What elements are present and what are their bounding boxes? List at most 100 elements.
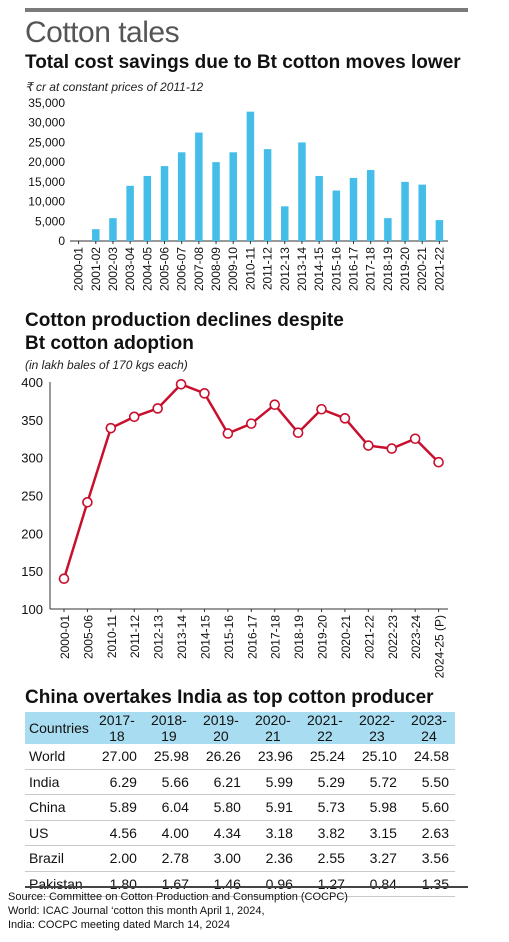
data-point: [386, 443, 398, 454]
bar: [298, 142, 306, 241]
production-value: 5.60: [402, 794, 455, 821]
production-value: 3.18: [246, 820, 299, 846]
x-tick-label: 2020-21: [339, 615, 353, 659]
y-tick-label: 350: [21, 413, 43, 428]
production-value: 23.96: [246, 744, 299, 770]
top-rule: [25, 8, 468, 12]
production-value: 3.15: [350, 820, 403, 846]
bar: [92, 229, 100, 241]
x-tick-label: 2019-20: [316, 615, 330, 659]
table-row: India 6.29 5.66 6.21 5.99 5.29 5.72 5.50: [25, 769, 455, 795]
bar-chart-title: Total cost savings due to Bt cotton move…: [25, 52, 461, 73]
line-chart-title-line1: Cotton production declines despite: [25, 310, 344, 331]
x-tick-label: 2005-06: [158, 247, 172, 291]
y-tick-label: 10,000: [28, 195, 65, 209]
table-row: China 5.89 6.04 5.80 5.91 5.73 5.98 5.60: [25, 794, 455, 821]
production-value: 3.00: [194, 845, 247, 872]
x-tick-label: 2002-03: [106, 247, 120, 291]
page-title: Cotton tales: [25, 16, 180, 49]
bar: [195, 132, 203, 241]
data-point: [105, 422, 117, 434]
production-value: 25.10: [350, 744, 403, 770]
x-tick-label: 2016-17: [347, 247, 361, 291]
production-value: 2.00: [90, 845, 143, 872]
bar-chart: 0 5,000 10,000 15,000 20,000 25,000 30,000 35,0…: [28, 96, 448, 291]
data-point: [82, 497, 93, 508]
x-tick-label: 2024-25 (P): [433, 615, 447, 678]
column-header: 2022-23: [350, 712, 403, 744]
x-tick-label: 2005-06: [81, 615, 95, 659]
x-tick-label: 2017-18: [364, 247, 378, 291]
column-header: Countries: [25, 712, 91, 744]
data-point: [339, 413, 351, 424]
country-name: India: [25, 769, 91, 795]
production-value: 5.72: [350, 769, 403, 795]
x-tick-label: 2023-24: [409, 615, 423, 659]
production-value: 6.04: [142, 794, 195, 821]
source-line-1: Source: Committee on Cotton Production a…: [8, 891, 348, 903]
x-tick-label: 2000-01: [72, 247, 86, 291]
bar: [109, 218, 117, 241]
bar: [332, 190, 341, 241]
x-tick-label: 2017-18: [269, 615, 283, 659]
production-value: 5.66: [142, 769, 195, 795]
data-point: [245, 418, 257, 429]
production-value: 25.98: [142, 744, 195, 770]
y-tick-label: 150: [21, 564, 43, 579]
production-value: 3.82: [298, 820, 351, 846]
y-tick-label: 30,000: [28, 116, 65, 130]
x-tick-label: 2013-14: [295, 247, 309, 291]
y-tick-label: 0: [58, 234, 65, 248]
bar: [315, 175, 323, 241]
country-name: Brazil: [25, 845, 91, 872]
x-tick-label: 2006-07: [175, 247, 189, 291]
source-line-3: India: COCPC meeting dated March 14, 202…: [8, 919, 230, 931]
x-tick-label: 2018-19: [292, 615, 306, 659]
production-value: 6.21: [194, 769, 247, 795]
bar: [263, 149, 272, 241]
production-value: 2.78: [142, 845, 195, 872]
y-tick-label: 15,000: [28, 175, 65, 189]
x-tick-label: 2013-14: [175, 615, 189, 659]
production-value: 27.00: [90, 744, 143, 770]
country-name: US: [25, 820, 91, 846]
production-value: 2.36: [246, 845, 299, 872]
y-tick-label: 300: [21, 451, 43, 466]
production-value: 2.63: [402, 820, 455, 846]
data-point: [128, 411, 140, 423]
column-header: 2021-22: [298, 712, 351, 744]
x-tick-label: 2004-05: [140, 247, 154, 291]
y-tick-label: 5,000: [35, 214, 65, 228]
bar: [177, 152, 186, 241]
data-point: [363, 440, 374, 451]
production-value: 24.58: [402, 744, 455, 770]
production-value: 1.35: [402, 871, 455, 897]
series-line: [62, 383, 440, 580]
data-point: [58, 573, 70, 585]
column-header: 2020-21: [246, 712, 299, 744]
production-value: 4.34: [194, 820, 247, 846]
production-value: 6.29: [90, 769, 143, 795]
bar-chart-subtitle: ₹ cr at constant prices of 2011-12: [25, 80, 204, 94]
bar: [160, 166, 169, 241]
table-title: China overtakes India as top cotton prod…: [25, 687, 434, 708]
production-value: 5.50: [402, 769, 455, 795]
production-value: 3.27: [350, 845, 403, 872]
x-tick-label: 2008-09: [209, 247, 223, 291]
production-value: 5.99: [246, 769, 299, 795]
x-tick-label: 2015-16: [222, 615, 236, 659]
production-value: 5.89: [90, 794, 143, 821]
bar: [246, 111, 255, 241]
x-tick-label: 2012-13: [152, 615, 166, 659]
x-tick-label: 2012-13: [278, 247, 292, 291]
line-chart-title-line2: Bt cotton adoption: [25, 333, 194, 354]
data-point: [316, 403, 327, 415]
table-bottom-rule: [25, 886, 468, 888]
source-line-2: World: ICAC Journal ‘cotton this month A…: [8, 905, 265, 917]
y-tick-label: 35,000: [28, 96, 65, 110]
data-point: [433, 456, 444, 468]
line-chart-subtitle: (in lakh bales of 170 kgs each): [25, 358, 188, 372]
x-tick-label: 2010-11: [243, 247, 257, 290]
x-tick-label: 2011-12: [261, 247, 275, 290]
data-point: [152, 403, 163, 414]
